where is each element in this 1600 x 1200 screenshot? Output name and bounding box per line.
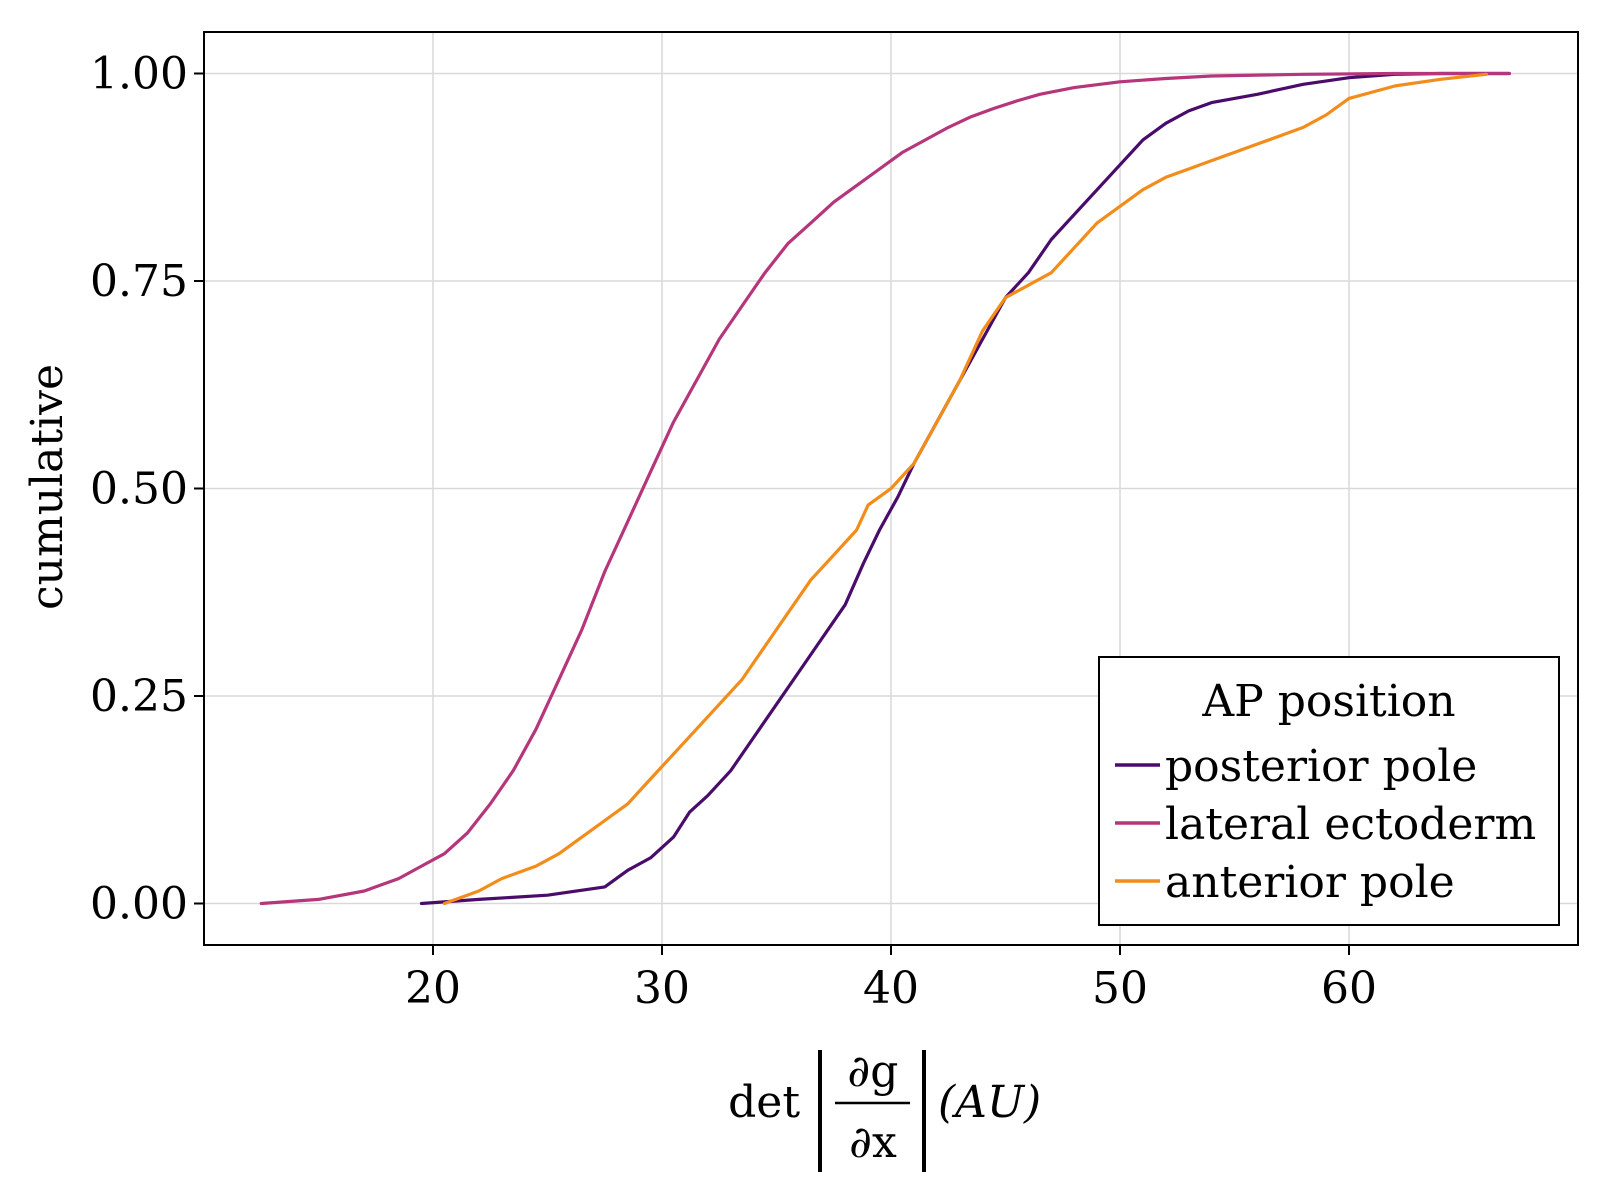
legend-entries: posterior pole lateral ectoderm anterior p… xyxy=(1115,741,1536,908)
series-line-lateral-ectoderm xyxy=(259,71,1511,906)
y-axis-ticks: 0.00 0.25 0.50 0.75 1.00 xyxy=(90,49,204,930)
y-axis-label: cumulative xyxy=(22,364,73,610)
x-label-numerator: ∂g xyxy=(848,1046,899,1097)
x-axis-ticks: 20 30 40 50 60 xyxy=(405,945,1377,1014)
x-tick-label: 60 xyxy=(1321,963,1377,1014)
legend-label: lateral ectoderm xyxy=(1165,799,1536,850)
x-label-denominator: ∂x xyxy=(849,1117,897,1168)
legend-label: anterior pole xyxy=(1165,857,1455,908)
x-tick-label: 50 xyxy=(1092,963,1148,1014)
x-label-prefix: det xyxy=(728,1077,800,1128)
series-line-anterior-pole xyxy=(442,72,1489,906)
y-tick-label: 0.25 xyxy=(90,671,188,722)
y-tick-label: 0.50 xyxy=(90,464,188,515)
x-axis-label: det ∂g ∂x (AU) xyxy=(728,1046,1041,1172)
legend-title: AP position xyxy=(1201,676,1455,727)
x-label-suffix: (AU) xyxy=(938,1077,1041,1128)
legend: AP position posterior pole lateral ectode… xyxy=(1098,656,1560,926)
series-layer xyxy=(259,71,1511,906)
x-tick-label: 20 xyxy=(405,963,461,1014)
x-tick-label: 30 xyxy=(634,963,690,1014)
y-tick-label: 1.00 xyxy=(90,49,188,100)
y-tick-label: 0.75 xyxy=(90,256,188,307)
x-tick-label: 40 xyxy=(863,963,919,1014)
legend-box xyxy=(1098,656,1560,926)
y-tick-label: 0.00 xyxy=(90,879,188,930)
legend-label: posterior pole xyxy=(1165,741,1477,792)
